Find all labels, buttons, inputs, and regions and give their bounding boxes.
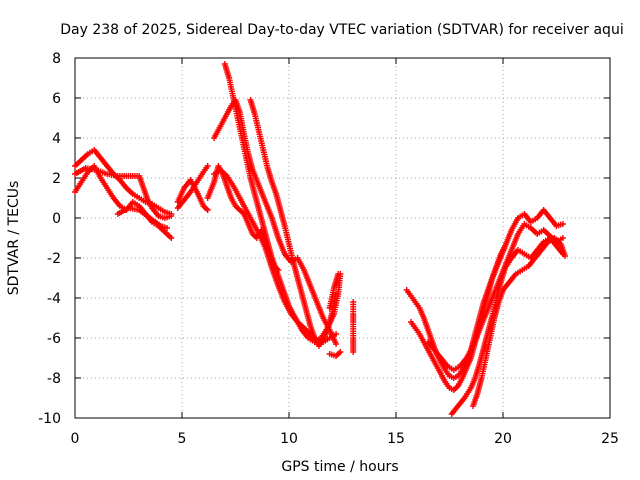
- y-tick-label: -8: [47, 371, 61, 387]
- axis-ticks: 0 5 10 15 20 25 -10 -8 -6 -4 -2 0 2 4 6 8: [38, 51, 619, 447]
- data-point: [335, 271, 342, 277]
- data-point: [559, 221, 566, 227]
- series-track-10: [204, 163, 282, 273]
- y-tick-label: 4: [52, 131, 61, 147]
- y-axis-label: SDTVAR / TECUs: [6, 181, 22, 296]
- x-tick-label: 10: [280, 431, 298, 447]
- data-point: [204, 163, 211, 169]
- x-axis-label: GPS time / hours: [281, 459, 398, 475]
- series-track-3: [72, 165, 175, 221]
- series-track-6: [174, 177, 211, 213]
- data-points: [72, 61, 569, 417]
- x-tick-label: 5: [178, 431, 187, 447]
- y-tick-label: 2: [52, 171, 61, 187]
- data-point: [333, 341, 340, 347]
- series-track-1: [72, 147, 175, 217]
- plot-frame: [74, 57, 611, 419]
- grid-lines: [75, 58, 610, 418]
- chart-title: Day 238 of 2025, Sidereal Day-to-day VTE…: [60, 22, 623, 38]
- series-track-17: [470, 235, 569, 409]
- y-tick-label: -10: [38, 411, 61, 427]
- x-tick-label: 25: [601, 431, 619, 447]
- y-tick-label: -6: [47, 331, 61, 347]
- x-tick-label: 0: [71, 431, 80, 447]
- x-tick-label: 15: [387, 431, 405, 447]
- data-point: [168, 235, 175, 241]
- series-track-18: [425, 221, 566, 373]
- y-tick-label: -2: [47, 251, 61, 267]
- data-point: [204, 207, 211, 213]
- data-point: [559, 235, 566, 241]
- data-point: [562, 253, 569, 259]
- y-tick-label: 0: [52, 211, 61, 227]
- data-point: [350, 349, 357, 355]
- series-track-8: [211, 97, 340, 347]
- series-track-2: [72, 163, 175, 241]
- y-tick-label: -4: [47, 291, 61, 307]
- data-point: [164, 225, 171, 231]
- x-tick-label: 20: [494, 431, 512, 447]
- y-tick-label: 6: [52, 91, 61, 107]
- series-track-11: [247, 97, 340, 349]
- y-tick-label: 8: [52, 51, 61, 67]
- series-track-13: [350, 299, 357, 355]
- data-point: [168, 213, 175, 219]
- series-track-12: [326, 271, 344, 359]
- series-track-4: [114, 205, 171, 231]
- data-point: [337, 349, 344, 355]
- data-point: [275, 267, 282, 273]
